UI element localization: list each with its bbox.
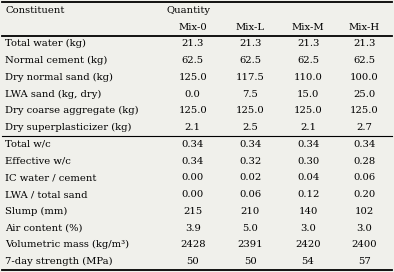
- Text: Constituent: Constituent: [5, 6, 65, 15]
- Text: 2.7: 2.7: [357, 123, 372, 132]
- Text: 210: 210: [241, 207, 260, 216]
- Text: 21.3: 21.3: [297, 39, 319, 48]
- Text: Total w/c: Total w/c: [5, 140, 51, 149]
- Text: Total water (kg): Total water (kg): [5, 39, 86, 48]
- Text: Mix-H: Mix-H: [349, 23, 380, 32]
- Text: 62.5: 62.5: [353, 56, 375, 65]
- Text: 0.04: 0.04: [297, 173, 319, 182]
- Text: 0.06: 0.06: [353, 173, 375, 182]
- Text: 215: 215: [183, 207, 203, 216]
- Text: 62.5: 62.5: [182, 56, 204, 65]
- Text: Effective w/c: Effective w/c: [5, 157, 71, 166]
- Text: 62.5: 62.5: [239, 56, 262, 65]
- Text: 0.28: 0.28: [353, 157, 375, 166]
- Text: 2420: 2420: [295, 240, 321, 249]
- Text: 110.0: 110.0: [294, 73, 323, 82]
- Text: 7.5: 7.5: [242, 90, 258, 99]
- Text: 2.1: 2.1: [185, 123, 201, 132]
- Text: 0.32: 0.32: [239, 157, 262, 166]
- Text: 5.0: 5.0: [242, 224, 258, 233]
- Text: 100.0: 100.0: [350, 73, 379, 82]
- Text: 0.00: 0.00: [182, 190, 204, 199]
- Text: 0.30: 0.30: [297, 157, 319, 166]
- Text: 2.5: 2.5: [242, 123, 258, 132]
- Text: Volumetric mass (kg/m³): Volumetric mass (kg/m³): [5, 240, 129, 249]
- Text: 0.12: 0.12: [297, 190, 319, 199]
- Text: 0.02: 0.02: [239, 173, 262, 182]
- Text: Air content (%): Air content (%): [5, 224, 83, 233]
- Text: 50: 50: [244, 257, 257, 266]
- Text: Dry superplasticizer (kg): Dry superplasticizer (kg): [5, 123, 132, 132]
- Text: 21.3: 21.3: [353, 39, 375, 48]
- Text: 0.34: 0.34: [182, 140, 204, 149]
- Text: 57: 57: [358, 257, 371, 266]
- Text: 125.0: 125.0: [350, 106, 379, 115]
- Text: Normal cement (kg): Normal cement (kg): [5, 56, 108, 65]
- Text: 2.1: 2.1: [300, 123, 316, 132]
- Text: 3.0: 3.0: [300, 224, 316, 233]
- Text: LWA sand (kg, dry): LWA sand (kg, dry): [5, 89, 102, 99]
- Text: 62.5: 62.5: [297, 56, 319, 65]
- Text: 0.34: 0.34: [297, 140, 319, 149]
- Text: 102: 102: [355, 207, 374, 216]
- Text: 15.0: 15.0: [297, 90, 319, 99]
- Text: 2428: 2428: [180, 240, 206, 249]
- Text: 21.3: 21.3: [182, 39, 204, 48]
- Text: 125.0: 125.0: [178, 106, 207, 115]
- Text: 7-day strength (MPa): 7-day strength (MPa): [5, 257, 113, 266]
- Text: 0.06: 0.06: [239, 190, 262, 199]
- Text: 125.0: 125.0: [178, 73, 207, 82]
- Text: 3.0: 3.0: [357, 224, 372, 233]
- Text: 3.9: 3.9: [185, 224, 201, 233]
- Text: 0.34: 0.34: [239, 140, 262, 149]
- Text: 50: 50: [186, 257, 199, 266]
- Text: 25.0: 25.0: [353, 90, 375, 99]
- Text: Dry normal sand (kg): Dry normal sand (kg): [5, 73, 113, 82]
- Text: Dry coarse aggregate (kg): Dry coarse aggregate (kg): [5, 106, 139, 115]
- Text: 54: 54: [302, 257, 314, 266]
- Text: 0.0: 0.0: [185, 90, 201, 99]
- Text: 140: 140: [298, 207, 318, 216]
- Text: Mix-M: Mix-M: [292, 23, 324, 32]
- Text: IC water / cement: IC water / cement: [5, 173, 97, 182]
- Text: 2391: 2391: [238, 240, 263, 249]
- Text: LWA / total sand: LWA / total sand: [5, 190, 88, 199]
- Text: 125.0: 125.0: [294, 106, 322, 115]
- Text: 0.00: 0.00: [182, 173, 204, 182]
- Text: Mix-0: Mix-0: [178, 23, 207, 32]
- Text: 21.3: 21.3: [239, 39, 262, 48]
- Text: Mix-L: Mix-L: [236, 23, 265, 32]
- Text: 0.34: 0.34: [182, 157, 204, 166]
- Text: 0.34: 0.34: [353, 140, 375, 149]
- Text: Quantity: Quantity: [167, 6, 211, 15]
- Text: 125.0: 125.0: [236, 106, 265, 115]
- Text: 0.20: 0.20: [353, 190, 375, 199]
- Text: 2400: 2400: [351, 240, 377, 249]
- Text: Slump (mm): Slump (mm): [5, 207, 68, 216]
- Text: 117.5: 117.5: [236, 73, 265, 82]
